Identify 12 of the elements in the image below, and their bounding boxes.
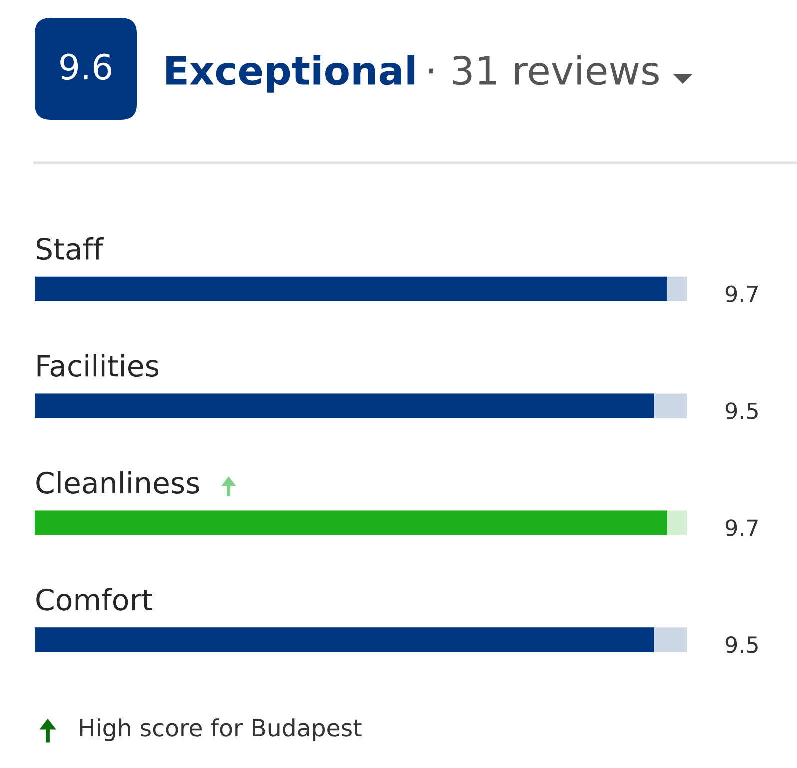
y-tick-label: Staff: [36, 238, 104, 260]
data-label: 9.7: [726, 286, 758, 303]
data-label: 9.5: [726, 636, 758, 654]
text: 9.6: [60, 54, 112, 80]
y-tick-label: Comfort: [36, 588, 152, 611]
text: High score for Budapest: [80, 718, 362, 742]
chart-title: Exceptional: [166, 55, 415, 93]
data-label: 9.7: [726, 520, 758, 536]
y-tick-label: Cleanliness: [36, 471, 200, 494]
y-tick-label: Facilities: [38, 354, 159, 378]
data-label: 9.5: [726, 402, 758, 420]
chart-subtitle: · 31 reviews: [430, 55, 659, 86]
